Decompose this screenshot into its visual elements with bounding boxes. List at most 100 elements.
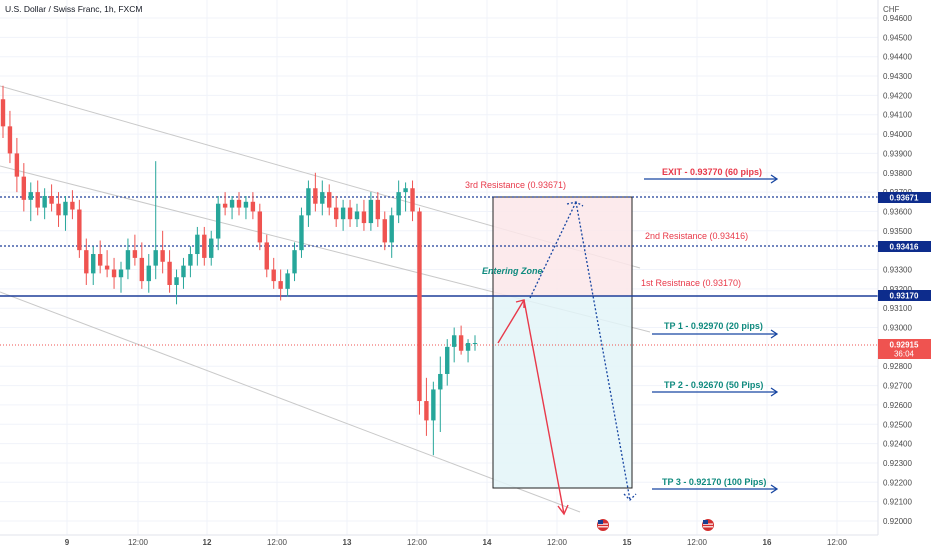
price-tick-label: 0.93800 — [883, 169, 912, 178]
price-tick-label: 0.93000 — [883, 324, 912, 333]
price-tick-label: 0.94300 — [883, 72, 912, 81]
candle-body — [417, 211, 422, 402]
level-tag-text: 0.93416 — [890, 243, 919, 252]
candle-body — [215, 203, 221, 239]
candle — [313, 172, 318, 212]
tp3-label: TP 3 - 0.92170 (100 Pips) — [662, 477, 766, 487]
price-tick-label: 0.92300 — [883, 459, 912, 468]
level-tag-text: 0.93671 — [890, 194, 919, 203]
candle — [146, 254, 151, 293]
candle — [202, 226, 207, 266]
candle-body — [278, 281, 283, 289]
tp1-target[interactable]: TP 1 - 0.92970 (20 pips) — [652, 321, 779, 339]
candle — [451, 327, 457, 363]
candle-body — [306, 188, 311, 216]
candle — [375, 192, 381, 227]
price-tick-label: 0.94100 — [883, 111, 912, 120]
time-tick-label: 12 — [203, 538, 212, 547]
candle-body — [195, 234, 200, 255]
path-up — [529, 201, 577, 299]
candle-body — [327, 192, 332, 208]
current-price-tag: 0.92915 36:04 — [878, 339, 931, 359]
candle-body — [292, 250, 297, 274]
level-tag-0.93170: 0.93170 — [878, 290, 931, 301]
candle-body — [389, 215, 394, 243]
candle-body — [160, 250, 165, 262]
price-tick-label: 0.92600 — [883, 401, 912, 410]
level-tag-0.93671: 0.93671 — [878, 192, 931, 203]
candle-body — [445, 346, 450, 374]
candle — [431, 381, 436, 456]
label-resistance-2: 2nd Resistance (0.93416) — [645, 231, 748, 241]
time-tick-label: 12:00 — [547, 538, 568, 547]
candles — [0, 85, 478, 456]
price-tick-label: 0.93600 — [883, 207, 912, 216]
arrowhead-down — [623, 493, 637, 501]
candle — [257, 203, 263, 251]
candle — [368, 192, 374, 231]
price-tick-label: 0.93200 — [883, 285, 912, 294]
price-tick-label: 0.94600 — [883, 14, 912, 23]
candle — [396, 180, 401, 224]
us-flag-icon[interactable] — [702, 519, 714, 531]
price-ticks: 0.94600 0.94500 0.94400 0.94300 0.94200 0.941… — [883, 14, 912, 526]
candle-body — [21, 176, 27, 200]
candle — [139, 242, 145, 289]
candle-body — [410, 188, 415, 212]
price-tick-label: 0.92700 — [883, 382, 912, 391]
candle-body — [250, 201, 256, 212]
candle-body — [132, 250, 138, 258]
level-tag-text: 0.93170 — [890, 292, 919, 301]
candle — [35, 180, 40, 216]
candle — [28, 182, 33, 222]
symbol-title[interactable]: U.S. Dollar / Swiss Franc, 1h, FXCM — [5, 4, 142, 14]
candle — [465, 339, 471, 363]
candle — [104, 250, 110, 278]
tp3-target[interactable]: TP 3 - 0.92170 (100 Pips) — [652, 477, 779, 494]
label-entering-zone: Entering Zone — [482, 266, 543, 276]
candle — [278, 269, 283, 301]
candle — [132, 234, 138, 266]
price-tick-label: 0.93100 — [883, 304, 912, 313]
candle — [14, 137, 20, 193]
arrowhead-fall — [557, 504, 569, 516]
candle-body — [111, 269, 117, 278]
candle-body — [465, 343, 471, 351]
candle — [21, 163, 27, 212]
candle-body — [236, 199, 242, 208]
candle — [153, 161, 158, 280]
candle-body — [340, 207, 346, 220]
time-tick-label: 12:00 — [827, 538, 848, 547]
candle-body — [271, 269, 276, 282]
candle — [188, 246, 193, 278]
candle-body — [181, 265, 186, 278]
candle-body — [347, 207, 353, 220]
candle — [347, 199, 353, 227]
candle-body — [257, 211, 263, 243]
candle — [195, 226, 200, 266]
time-tick-label: 12:00 — [687, 538, 708, 547]
candle-body — [49, 195, 54, 204]
candle-body — [202, 234, 207, 258]
candle — [97, 240, 103, 274]
bar-countdown: 36:04 — [894, 350, 915, 359]
exit-target[interactable]: EXIT - 0.93770 (60 pips) — [644, 167, 779, 184]
us-flag-icon[interactable] — [597, 519, 609, 531]
price-tick-label: 0.93900 — [883, 149, 912, 158]
candle-body — [7, 126, 13, 154]
price-axis[interactable] — [878, 0, 932, 550]
grid — [0, 0, 878, 535]
candle-body — [354, 211, 360, 220]
trend-line-lower — [0, 291, 581, 513]
price-tick-label: 0.92800 — [883, 362, 912, 371]
tp3-arrowhead — [770, 484, 779, 494]
price-tick-label: 0.92200 — [883, 478, 912, 487]
candle-body — [0, 99, 6, 127]
time-tick-label: 12:00 — [407, 538, 428, 547]
exit-arrowhead — [770, 174, 779, 184]
candle-body — [229, 199, 235, 208]
candle — [264, 234, 269, 278]
tp2-target[interactable]: TP 2 - 0.92670 (50 Pips) — [652, 380, 779, 397]
